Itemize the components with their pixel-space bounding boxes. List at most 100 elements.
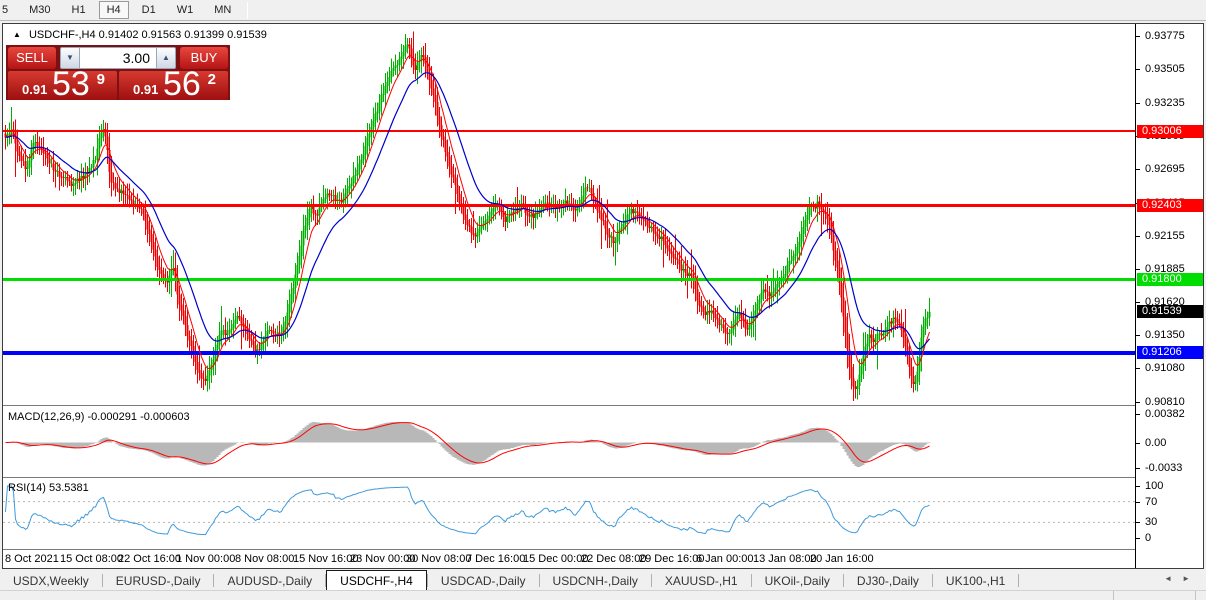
axis-tick-mark bbox=[1136, 522, 1140, 523]
volume-input[interactable] bbox=[80, 47, 156, 69]
rsi-tick-label: 0 bbox=[1145, 532, 1152, 544]
price-tick-label: 0.91080 bbox=[1145, 362, 1185, 375]
price-badge-0.91206: 0.91206 bbox=[1137, 346, 1203, 360]
chart-tab-ukoil-daily[interactable]: UKOil-,Daily bbox=[764, 574, 830, 588]
tab-scroll-right-icon[interactable]: ► bbox=[1182, 574, 1200, 583]
rsi-tick-label: 30 bbox=[1145, 516, 1158, 528]
buy-button[interactable]: BUY bbox=[180, 47, 228, 69]
bid-price-prefix: 0.91 bbox=[22, 82, 48, 97]
chart-tab-uk100-h1[interactable]: UK100-,H1 bbox=[945, 574, 1006, 588]
ask-price-prefix: 0.91 bbox=[133, 82, 159, 97]
price-tick-label: 0.91885 bbox=[1145, 263, 1185, 276]
macd-histogram bbox=[6, 421, 931, 467]
price-axis[interactable]: 0.937750.935050.932350.929650.926950.924… bbox=[1135, 24, 1203, 568]
spinner-up-icon: ▲ bbox=[162, 53, 170, 62]
price-chart[interactable] bbox=[3, 24, 1135, 405]
timeframe-button-d1[interactable]: D1 bbox=[141, 4, 156, 16]
tab-separator bbox=[325, 574, 327, 587]
tab-scroll-left-icon[interactable]: ◄ bbox=[1164, 574, 1183, 583]
time-axis[interactable]: 8 Oct 2021 15 Oct 08:00 22 Oct 16:00 1 Nov … bbox=[3, 550, 1135, 568]
axis-tick-mark bbox=[1136, 402, 1140, 403]
axis-tick-mark bbox=[1136, 36, 1140, 37]
price-tick-label: 0.92155 bbox=[1145, 229, 1185, 242]
timeframe-button-mn[interactable]: MN bbox=[214, 4, 232, 16]
tab-separator bbox=[426, 574, 428, 587]
axis-tick-mark bbox=[1136, 302, 1140, 303]
chart-tab-usdx-weekly[interactable]: USDX,Weekly bbox=[13, 574, 89, 588]
time-tick-label: 15 Oct 08:00 bbox=[60, 553, 123, 565]
time-tick-label: 13 Jan 08:00 bbox=[753, 553, 817, 565]
price-badge-0.92403: 0.92403 bbox=[1137, 198, 1203, 212]
time-tick-label: 15 Nov 16:00 bbox=[293, 553, 359, 565]
tab-separator bbox=[213, 574, 215, 587]
timeframe-button-h4[interactable]: H4 bbox=[98, 1, 129, 19]
volume-increase-button[interactable]: ▲ bbox=[156, 47, 176, 69]
rsi-indicator-pane[interactable] bbox=[3, 479, 1135, 549]
chart-tab-audusd-daily[interactable]: AUDUSD-,Daily bbox=[227, 574, 313, 588]
pane-divider[interactable] bbox=[3, 405, 1203, 407]
tab-separator bbox=[650, 574, 652, 587]
rsi-tick-label: 100 bbox=[1145, 480, 1164, 492]
timeframe-button-m30[interactable]: M30 bbox=[29, 4, 51, 16]
chart-tab-eurusd-daily[interactable]: EURUSD-,Daily bbox=[115, 574, 201, 588]
time-tick-label: 22 Oct 16:00 bbox=[118, 553, 181, 565]
tab-separator bbox=[101, 574, 103, 587]
sell-button[interactable]: SELL bbox=[8, 47, 56, 69]
axis-tick-mark bbox=[1136, 69, 1140, 70]
axis-tick-mark bbox=[1136, 103, 1140, 104]
chart-title: ▲ USDCHF-,H4 0.91402 0.91563 0.91399 0.9… bbox=[13, 29, 267, 41]
tab-separator bbox=[538, 574, 540, 587]
chart-tab-usdcad-daily[interactable]: USDCAD-,Daily bbox=[440, 574, 526, 588]
time-tick-label: 29 Dec 16:00 bbox=[639, 553, 705, 565]
price-badge-0.93006: 0.93006 bbox=[1137, 124, 1203, 138]
ask-quote-box[interactable]: 0.91 56 2 bbox=[119, 65, 228, 103]
macd-indicator-pane[interactable] bbox=[3, 408, 1135, 477]
tab-separator bbox=[842, 574, 844, 587]
time-tick-label: 23 Nov 00:00 bbox=[350, 553, 416, 565]
tab-separator bbox=[1018, 574, 1020, 587]
chart-tab-usdcnh-daily[interactable]: USDCNH-,Daily bbox=[552, 574, 638, 588]
timeframe-button-w1[interactable]: W1 bbox=[176, 4, 194, 16]
macd-tick-label: -0.0033 bbox=[1145, 462, 1183, 474]
bid-quote-box[interactable]: 0.91 53 9 bbox=[8, 65, 117, 103]
time-tick-label: 22 Dec 08:00 bbox=[581, 553, 647, 565]
ask-price-sup: 2 bbox=[207, 71, 216, 88]
price-tick-label: 0.93505 bbox=[1145, 63, 1185, 76]
one-click-trade-panel: SELL ▼ ▲ BUY 0.91 53 9 0.91 56 2 bbox=[6, 45, 230, 103]
macd-tick-label: 0.00 bbox=[1145, 437, 1167, 449]
pane-divider[interactable] bbox=[3, 477, 1203, 479]
time-tick-label: 7 Dec 16:00 bbox=[466, 553, 526, 565]
axis-tick-mark bbox=[1136, 368, 1140, 369]
chart-tab-xauusd-h1[interactable]: XAUUSD-,H1 bbox=[664, 574, 738, 588]
chart-symbol-label: USDCHF-,H4 bbox=[28, 29, 96, 41]
chart-tab-usdchf-h4[interactable]: USDCHF-,H4 bbox=[326, 570, 427, 590]
tab-separator bbox=[931, 574, 933, 587]
timeframe-button-5[interactable]: 5 bbox=[2, 4, 9, 16]
time-tick-label: 8 Oct 2021 bbox=[5, 553, 59, 565]
ask-price-big: 56 bbox=[163, 65, 201, 103]
price-tick-label: 0.91620 bbox=[1145, 295, 1185, 308]
timeframe-button-h1[interactable]: H1 bbox=[71, 4, 86, 16]
price-badge-0.91800: 0.91800 bbox=[1137, 273, 1203, 287]
time-tick-label: 8 Nov 08:00 bbox=[235, 553, 295, 565]
status-bar bbox=[0, 590, 1206, 600]
volume-decrease-button[interactable]: ▼ bbox=[60, 47, 80, 69]
axis-tick-mark bbox=[1136, 486, 1140, 487]
axis-tick-mark bbox=[1136, 414, 1140, 415]
axis-tick-mark bbox=[1136, 443, 1140, 444]
time-tick-label: 20 Jan 16:00 bbox=[810, 553, 874, 565]
collapse-icon[interactable]: ▲ bbox=[13, 30, 21, 39]
price-badge-0.91539: 0.91539 bbox=[1137, 305, 1203, 319]
price-tick-label: 0.93775 bbox=[1145, 30, 1185, 43]
axis-tick-mark bbox=[1136, 269, 1140, 270]
axis-tick-mark bbox=[1136, 236, 1140, 237]
timeframe-toolbar: 5 M30 H1 H4 D1 W1 MN bbox=[0, 0, 1206, 21]
status-separator bbox=[1113, 591, 1114, 600]
time-tick-label: 30 Nov 08:00 bbox=[406, 553, 472, 565]
chart-tab-dj30-daily[interactable]: DJ30-,Daily bbox=[856, 574, 919, 588]
axis-tick-mark bbox=[1136, 538, 1140, 539]
bid-price-big: 53 bbox=[52, 65, 90, 103]
macd-tick-label: 0.00382 bbox=[1145, 408, 1185, 420]
axis-tick-mark bbox=[1136, 335, 1140, 336]
macd-label: MACD(12,26,9) -0.000291 -0.000603 bbox=[8, 411, 190, 423]
